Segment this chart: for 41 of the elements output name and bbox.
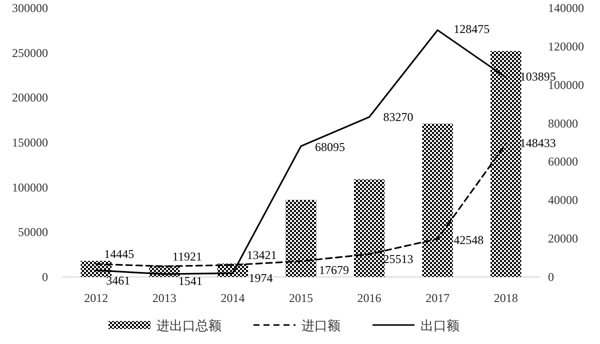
y2-tick-label: 80000	[548, 116, 578, 130]
bar	[490, 51, 522, 277]
data-label: 128475	[454, 22, 490, 36]
legend-label: 进出口总额	[156, 318, 222, 333]
x-tick-label: 2016	[357, 291, 382, 305]
bar	[422, 124, 453, 277]
data-label: 1974	[248, 271, 273, 286]
x-tick-label: 2018	[494, 291, 518, 305]
bar	[354, 179, 385, 277]
y2-tick-label: 140000	[548, 1, 584, 15]
y2-tick-label: 40000	[548, 193, 578, 208]
x-tick-label: 2014	[220, 291, 245, 305]
data-label: 42548	[454, 232, 484, 247]
data-label: 148433	[520, 136, 556, 150]
x-tick-label: 2013	[152, 291, 176, 305]
data-label: 17679	[319, 263, 349, 278]
data-label: 1541	[178, 274, 202, 288]
data-label: 3461	[106, 273, 130, 288]
y2-tick-label: 20000	[548, 232, 578, 246]
y-tick-label: 100000	[12, 180, 48, 194]
y2-tick-label: 0	[548, 270, 554, 284]
y-tick-label: 0	[42, 270, 48, 284]
legend-label: 出口额	[420, 318, 460, 333]
y-tick-label: 200000	[12, 90, 48, 105]
y-tick-label: 300000	[12, 1, 48, 15]
y2-tick-label: 60000	[548, 154, 578, 169]
data-label: 25513	[383, 252, 414, 266]
y-tick-label: 250000	[12, 46, 48, 60]
x-tick-label: 2015	[289, 291, 313, 305]
data-label: 14445	[104, 247, 134, 262]
data-label: 13421	[246, 248, 277, 262]
data-label: 11921	[172, 249, 202, 264]
x-tick-label: 2017	[426, 291, 450, 305]
y-tick-label: 50000	[18, 225, 48, 240]
x-tick-label: 2012	[84, 291, 108, 305]
y-tick-label: 150000	[12, 136, 48, 150]
data-label: 83270	[383, 110, 414, 124]
data-label: 68095	[315, 140, 345, 154]
y2-tick-label: 120000	[548, 39, 584, 54]
legend-label: 进口额	[302, 318, 340, 333]
bar	[286, 200, 316, 277]
